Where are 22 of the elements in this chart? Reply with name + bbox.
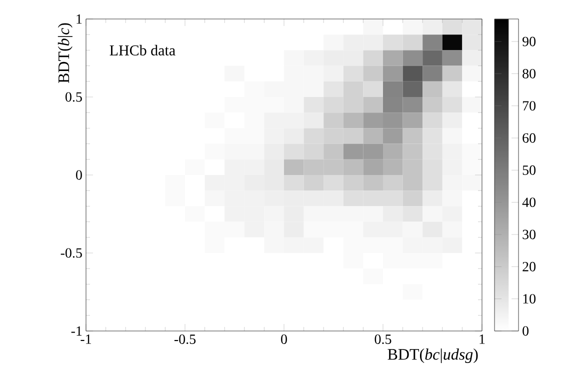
y-tick-label: -0.5 (60, 248, 82, 258)
color-bar-label: 70 (522, 101, 536, 111)
y-tick-label: 0 (76, 170, 82, 180)
x-tick-label: -0.5 (174, 334, 196, 344)
color-bar-label: 20 (522, 262, 536, 272)
x-tick-label: 0 (281, 334, 287, 344)
y-tick-label: -1 (71, 326, 82, 336)
x-tick-label: 0.5 (374, 334, 392, 344)
annotation: LHCb data (110, 44, 176, 56)
y-tick-label: 0.5 (66, 92, 82, 102)
color-bar-label: 90 (522, 36, 536, 46)
y-axis-title: BDT(b|c) (58, 23, 72, 84)
color-bar-label: 0 (522, 326, 529, 336)
color-bar-label: 30 (522, 230, 536, 240)
x-axis-title: BDT(bc|udsg) (388, 348, 478, 364)
color-bar-label: 40 (522, 198, 536, 208)
color-bar-label: 80 (522, 68, 536, 78)
x-tick-label: 1 (480, 334, 485, 344)
color-bar-label: 60 (522, 133, 536, 143)
y-tick-label: 1 (76, 14, 82, 24)
color-bar-label: 10 (523, 294, 536, 304)
color-bar-label: 50 (522, 165, 536, 175)
